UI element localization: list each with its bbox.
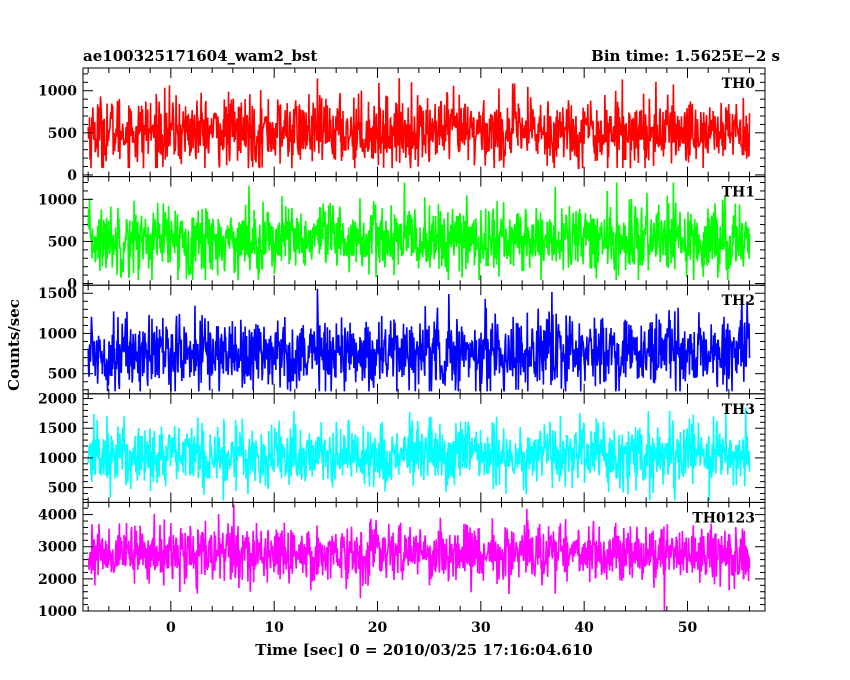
x-axis: 0 10 20 30 40 50 [166, 620, 698, 636]
y-tick-label: 500 [48, 234, 77, 250]
y-tick-label: 500 [48, 367, 77, 383]
panel-th0: 0 500 1000 TH0 [38, 67, 766, 184]
band-label-th0123: TH0123 [692, 510, 755, 526]
panels-group: 0 500 1000 TH0 0 500 1000 TH1 500 1000 1500 TH2 500 1… [38, 67, 766, 620]
panel-th1: 0 500 1000 TH1 [38, 176, 766, 293]
panel-th3: 500 1000 1500 2000 TH3 [38, 392, 766, 503]
y-tick-label: 0 [67, 168, 77, 184]
series-line-th3 [87, 407, 751, 501]
panel-th2: 500 1000 1500 TH2 [38, 284, 766, 395]
band-label-th3: TH3 [722, 402, 755, 418]
y-tick-label: 1500 [38, 421, 77, 437]
y-tick-label: 1000 [38, 192, 77, 208]
panel-frame [82, 501, 766, 612]
series-line-th2 [87, 288, 751, 392]
x-tick-label: 10 [264, 620, 284, 636]
panel-th0123: 1000 2000 3000 4000 TH0123 [38, 501, 766, 620]
x-tick-label: 0 [166, 620, 176, 636]
chart-title-right: Bin time: 1.5625E−2 s [591, 47, 780, 65]
y-tick-label: 0 [67, 277, 77, 293]
y-axis-label: Counts/sec [5, 299, 23, 391]
y-tick-label: 2000 [38, 392, 77, 408]
series-line-th1 [87, 182, 751, 281]
x-tick-label: 50 [678, 620, 698, 636]
chart-title-left: ae100325171604_wam2_bst [83, 47, 317, 65]
x-tick-label: 20 [368, 620, 388, 636]
band-label-th0: TH0 [722, 76, 756, 92]
y-tick-label: 1000 [38, 451, 77, 467]
band-label-th1: TH1 [722, 185, 755, 201]
series-line-th0123 [87, 504, 751, 611]
y-tick-label: 500 [48, 126, 77, 142]
y-tick-label: 1500 [38, 286, 77, 302]
y-tick-label: 1000 [38, 604, 77, 620]
y-tick-label: 3000 [38, 540, 77, 556]
y-tick-label: 1000 [38, 84, 77, 100]
y-tick-label: 500 [48, 481, 77, 497]
band-label-th2: TH2 [722, 293, 755, 309]
y-tick-label: 4000 [38, 508, 77, 524]
y-tick-label: 1000 [38, 326, 77, 342]
series-line-th0 [87, 78, 751, 169]
x-tick-label: 40 [574, 620, 594, 636]
x-axis-label: Time [sec] 0 = 2010/03/25 17:16:04.610 [255, 641, 592, 659]
x-tick-label: 30 [471, 620, 491, 636]
y-tick-label: 2000 [38, 572, 77, 588]
